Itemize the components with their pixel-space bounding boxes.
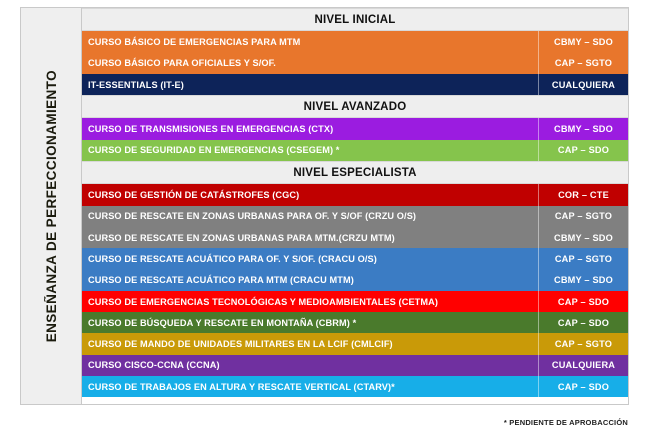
course-row[interactable]: CURSO DE RESCATE ACUÁTICO PARA MTM (CRAC… bbox=[82, 269, 628, 291]
course-name-cell: CURSO BÁSICO DE EMERGENCIAS PARA MTM bbox=[82, 31, 538, 53]
course-row[interactable]: CURSO DE RESCATE ACUÁTICO PARA OF. Y S/O… bbox=[82, 248, 628, 270]
course-name-cell: CURSO DE RESCATE ACUÁTICO PARA OF. Y S/O… bbox=[82, 248, 538, 270]
course-rank-cell: CUALQUIERA bbox=[538, 354, 628, 377]
course-rank-cell: CAP – SDO bbox=[538, 376, 628, 398]
course-row[interactable]: CURSO DE MANDO DE UNIDADES MILITARES EN … bbox=[82, 333, 628, 355]
course-name-cell: CURSO DE EMERGENCIAS TECNOLÓGICAS Y MEDI… bbox=[82, 290, 538, 313]
course-row[interactable]: CURSO BÁSICO DE EMERGENCIAS PARA MTM CBMY… bbox=[82, 31, 628, 53]
courses-table: NIVEL INICIAL CURSO BÁSICO DE EMERGENCIAS… bbox=[82, 8, 628, 404]
course-rank-cell: CAP – SGTO bbox=[538, 248, 628, 270]
course-name-cell: CURSO DE BÚSQUEDA Y RESCATE EN MONTAÑA (… bbox=[82, 312, 538, 334]
table-frame: ENSEÑANZA DE PERFECCIONAMIENTO NIVEL INI… bbox=[20, 7, 629, 405]
course-row[interactable]: CURSO BÁSICO PARA OFICIALES Y S/OF. CAP –… bbox=[82, 52, 628, 74]
course-rank-cell: COR – CTE bbox=[538, 184, 628, 206]
section-title: NIVEL INICIAL bbox=[314, 13, 396, 26]
course-rank-cell: CAP – SGTO bbox=[538, 52, 628, 74]
course-rank-cell: CAP – SDO bbox=[538, 139, 628, 162]
course-rank-cell: CBMY – SDO bbox=[538, 31, 628, 53]
section-header-row: NIVEL INICIAL bbox=[82, 8, 628, 32]
course-rank-cell: CAP – SGTO bbox=[538, 333, 628, 355]
course-row[interactable]: CURSO CISCO-CCNA (CCNA) CUALQUIERA bbox=[82, 354, 628, 377]
course-name-cell: CURSO DE TRANSMISIONES EN EMERGENCIAS (C… bbox=[82, 118, 538, 140]
course-name-cell: CURSO DE GESTIÓN DE CATÁSTROFES (CGC) bbox=[82, 184, 538, 206]
course-name-cell: CURSO CISCO-CCNA (CCNA) bbox=[82, 354, 538, 377]
course-row[interactable]: CURSO DE TRANSMISIONES EN EMERGENCIAS (C… bbox=[82, 118, 628, 140]
course-name-cell: CURSO DE SEGURIDAD EN EMERGENCIAS (CSEGE… bbox=[82, 139, 538, 162]
course-row[interactable]: CURSO DE GESTIÓN DE CATÁSTROFES (CGC) COR… bbox=[82, 184, 628, 206]
course-rank-cell: CAP – SGTO bbox=[538, 205, 628, 227]
course-name-cell: CURSO DE TRABAJOS EN ALTURA Y RESCATE VE… bbox=[82, 376, 538, 398]
course-row[interactable]: CURSO DE TRABAJOS EN ALTURA Y RESCATE VE… bbox=[82, 376, 628, 398]
course-row[interactable]: CURSO DE RESCATE EN ZONAS URBANAS PARA M… bbox=[82, 226, 628, 249]
course-row[interactable]: CURSO DE RESCATE EN ZONAS URBANAS PARA O… bbox=[82, 205, 628, 227]
course-name-cell: IT-ESSENTIALS (IT-E) bbox=[82, 73, 538, 96]
course-rank-cell: CBMY – SDO bbox=[538, 226, 628, 249]
course-row[interactable]: CURSO DE BÚSQUEDA Y RESCATE EN MONTAÑA (… bbox=[82, 312, 628, 334]
course-rank-cell: CBMY – SDO bbox=[538, 269, 628, 291]
course-rank-cell: CAP – SDO bbox=[538, 290, 628, 313]
course-name-cell: CURSO BÁSICO PARA OFICIALES Y S/OF. bbox=[82, 52, 538, 74]
footnote-pending-approval: * PENDIENTE DE APROBACCIÓN bbox=[503, 418, 628, 427]
vertical-category-label-text: ENSEÑANZA DE PERFECCIONAMIENTO bbox=[43, 69, 59, 343]
section-header-row: NIVEL AVANZADO bbox=[82, 95, 628, 119]
course-row[interactable]: CURSO DE SEGURIDAD EN EMERGENCIAS (CSEGE… bbox=[82, 139, 628, 162]
course-rank-cell: CBMY – SDO bbox=[538, 118, 628, 140]
course-row[interactable]: IT-ESSENTIALS (IT-E) CUALQUIERA bbox=[82, 73, 628, 96]
course-rank-cell: CAP – SDO bbox=[538, 312, 628, 334]
vertical-category-label: ENSEÑANZA DE PERFECCIONAMIENTO bbox=[21, 8, 82, 404]
section-header-row: NIVEL ESPECIALISTA bbox=[82, 161, 628, 185]
course-name-cell: CURSO DE RESCATE EN ZONAS URBANAS PARA O… bbox=[82, 205, 538, 227]
course-name-cell: CURSO DE RESCATE ACUÁTICO PARA MTM (CRAC… bbox=[82, 269, 538, 291]
course-rank-cell: CUALQUIERA bbox=[538, 73, 628, 96]
course-row[interactable]: CURSO DE EMERGENCIAS TECNOLÓGICAS Y MEDI… bbox=[82, 290, 628, 313]
section-title: NIVEL ESPECIALISTA bbox=[293, 166, 417, 179]
section-title: NIVEL AVANZADO bbox=[303, 100, 407, 113]
course-name-cell: CURSO DE MANDO DE UNIDADES MILITARES EN … bbox=[82, 333, 538, 355]
course-name-cell: CURSO DE RESCATE EN ZONAS URBANAS PARA M… bbox=[82, 226, 538, 249]
